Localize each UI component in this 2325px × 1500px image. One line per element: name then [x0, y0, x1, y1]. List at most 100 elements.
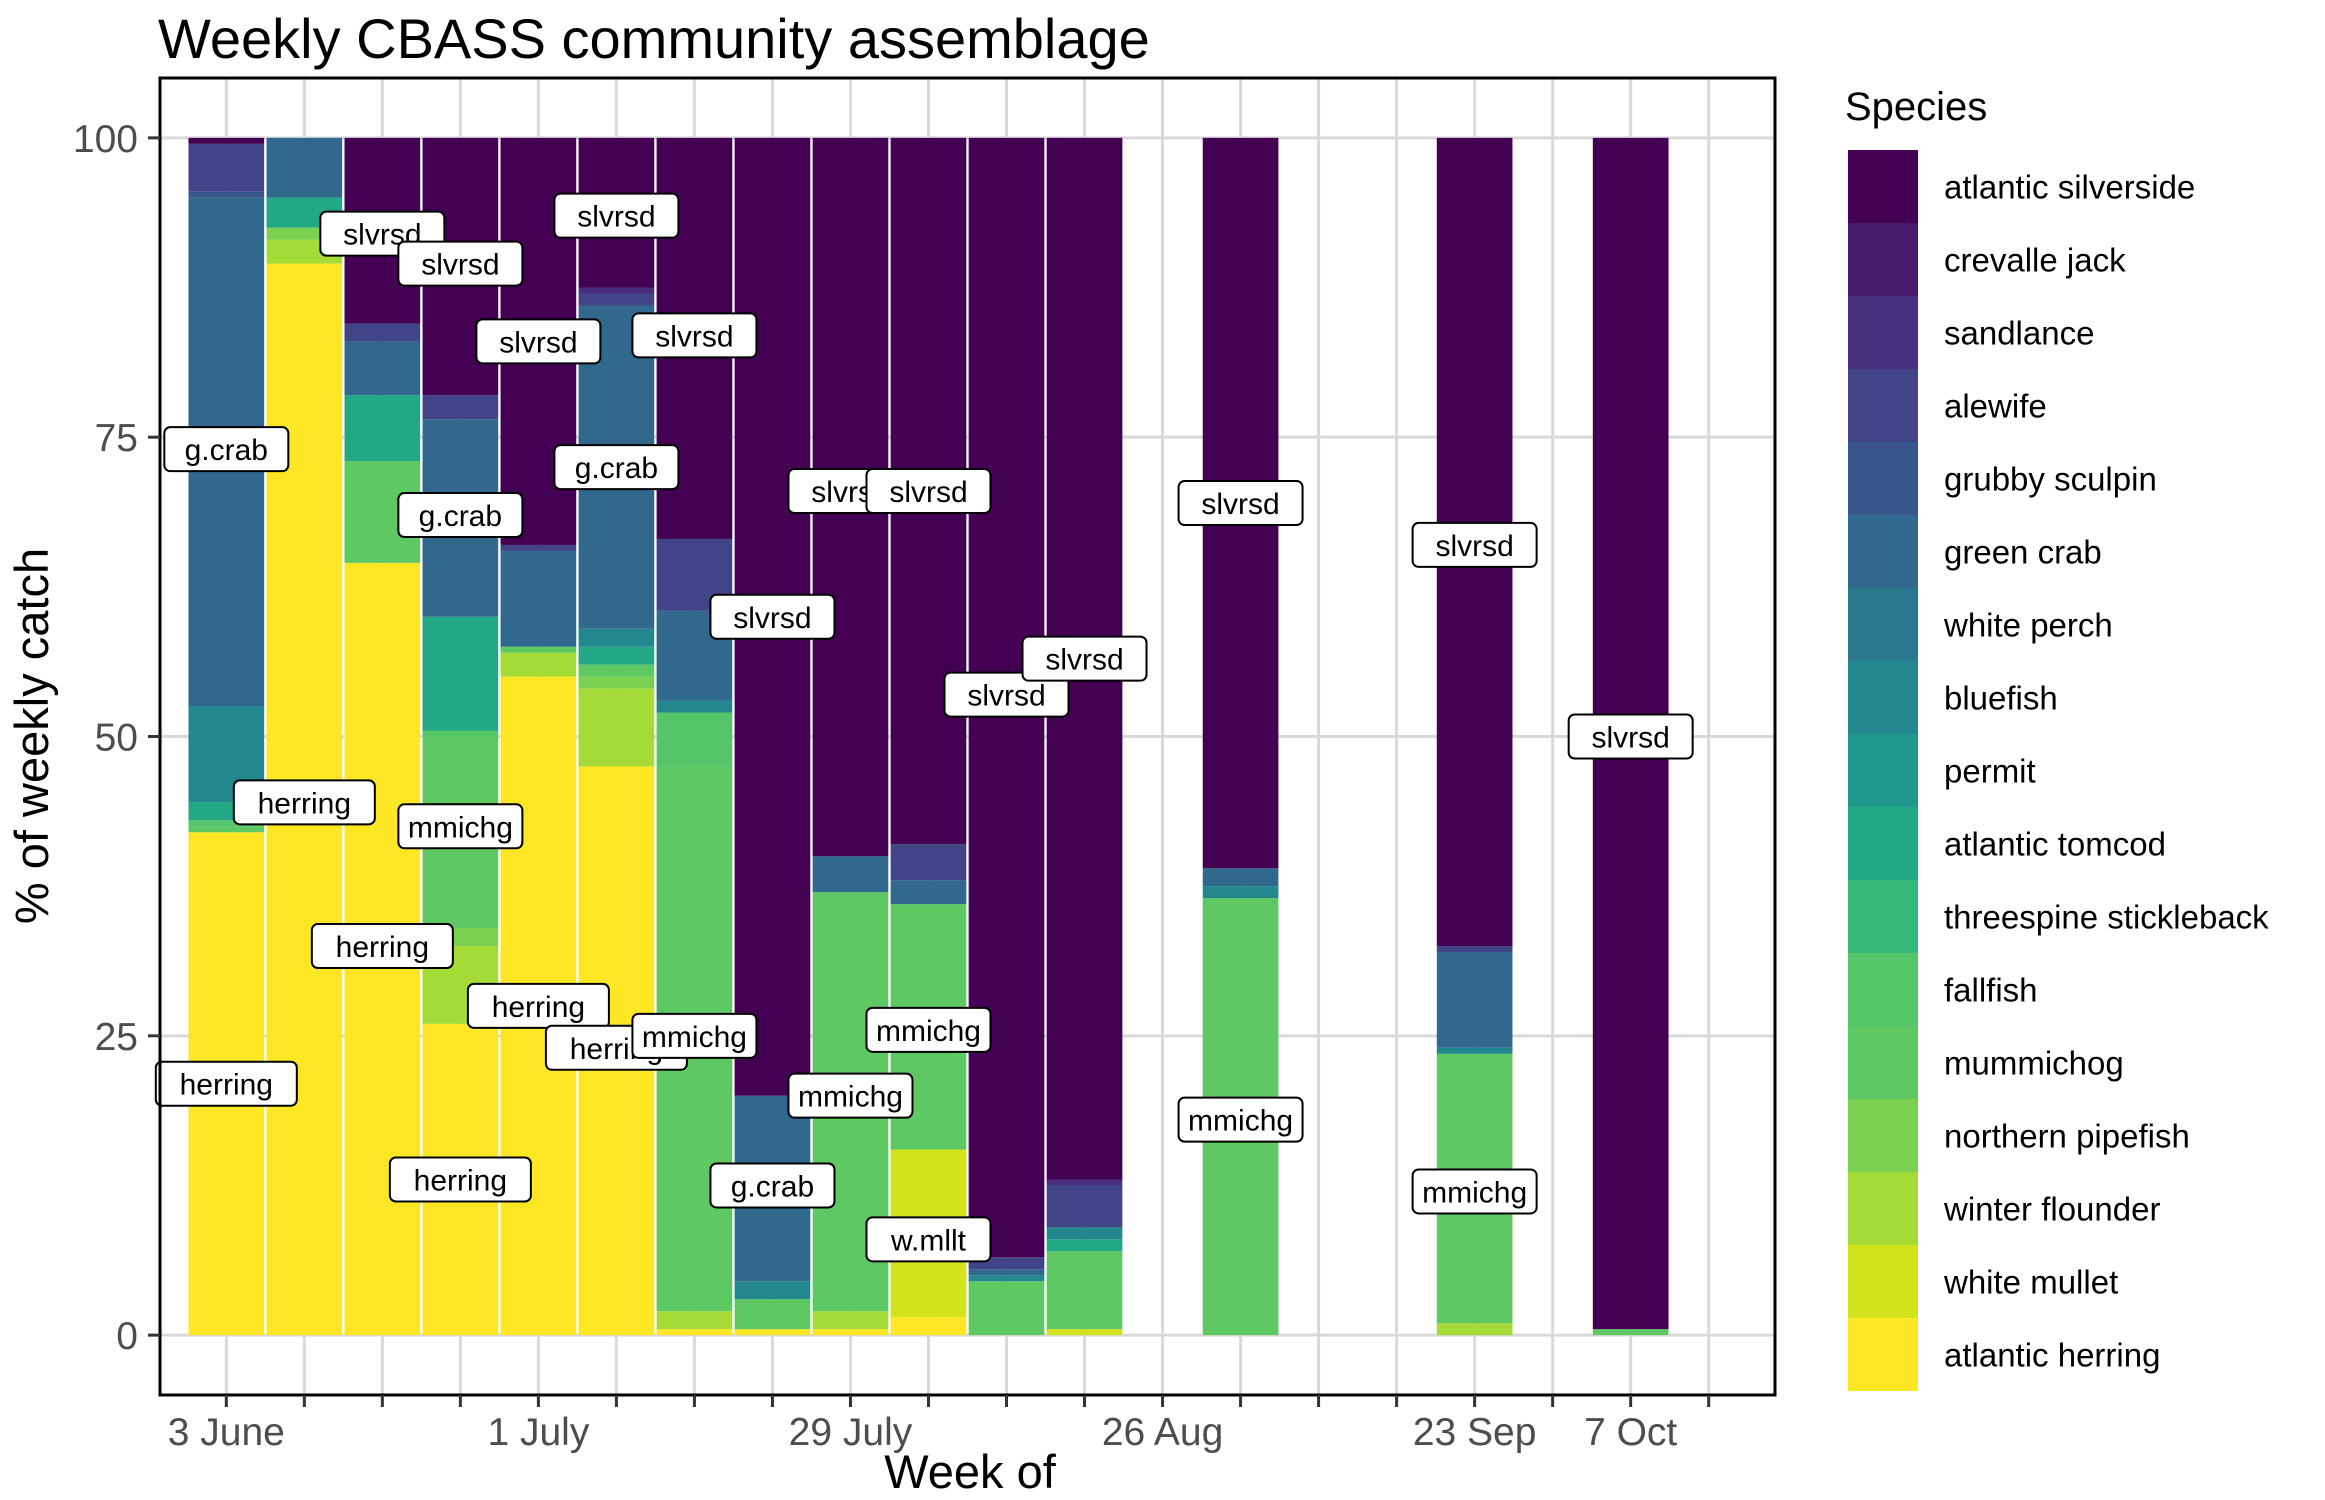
data-label: slvrsd: [631, 312, 758, 359]
legend-item: green crab: [1848, 515, 2102, 588]
x-tick-label: 7 Oct: [1584, 1411, 1677, 1454]
data-label-text: mmichg: [1188, 1105, 1293, 1138]
data-label-box: [475, 318, 602, 365]
data-label-text: mmichg: [1422, 1176, 1527, 1209]
x-tick-label: 26 Aug: [1102, 1411, 1223, 1454]
bar-stack-group: [188, 137, 1669, 1336]
legend: Species atlantic silverside crevalle jack…: [1845, 85, 2269, 1391]
bar-segment: [968, 1257, 1045, 1270]
y-tick-label: 25: [95, 1016, 138, 1059]
data-label-box: [1177, 480, 1304, 527]
data-label-text: slvrsd: [1591, 722, 1669, 755]
bar-segment: [812, 1311, 889, 1330]
bar-segment: [1046, 1239, 1123, 1252]
data-label-box: [466, 982, 610, 1029]
legend-swatch: [1848, 369, 1918, 442]
bar-segment: [266, 137, 343, 198]
legend-label: white mullet: [1943, 1264, 2118, 1301]
legend-item: winter flounder: [1848, 1172, 2160, 1245]
bar-stack-week-1: [188, 137, 265, 1336]
data-label-box: [553, 444, 680, 491]
bar-segment: [578, 628, 655, 647]
data-label: mmichg: [787, 1072, 914, 1119]
bar-segment: [188, 820, 265, 827]
legend-label: northern pipefish: [1944, 1118, 2190, 1155]
data-label: slvrsd: [709, 593, 836, 640]
data-label: slvrsd: [943, 671, 1070, 718]
legend-label: threespine stickleback: [1944, 899, 2269, 936]
legend-swatch: [1848, 1099, 1918, 1172]
data-label-text: mmichg: [798, 1081, 903, 1114]
bar-segment: [890, 880, 967, 905]
data-label: herring: [388, 1156, 532, 1203]
bar-segment: [422, 395, 499, 420]
data-label-text: herring: [336, 931, 429, 964]
bar-stack-week-12: [1046, 137, 1123, 1336]
bar-segment: [578, 293, 655, 306]
bar-segment: [968, 1275, 1045, 1282]
bar-stack-week-14: [1202, 137, 1279, 1336]
legend-items: atlantic silverside crevalle jack sandlanc…: [1848, 150, 2269, 1391]
data-label-box: [163, 426, 290, 473]
legend-swatch: [1848, 1172, 1918, 1245]
bar-segment: [500, 646, 577, 653]
data-label: herring: [154, 1060, 298, 1107]
legend-item: mummichog: [1848, 1026, 2124, 1099]
y-tick-label: 0: [116, 1315, 138, 1358]
legend-label: permit: [1944, 753, 2036, 790]
legend-label: atlantic silverside: [1944, 169, 2195, 206]
legend-title: Species: [1845, 85, 1987, 129]
legend-item: fallfish: [1848, 953, 2038, 1026]
legend-swatch: [1848, 588, 1918, 661]
data-label-box: [232, 779, 376, 826]
data-label-box: [154, 1060, 298, 1107]
legend-item: bluefish: [1848, 661, 2058, 734]
x-tick-label: 23 Sep: [1413, 1411, 1537, 1454]
bar-segment: [1592, 1329, 1669, 1336]
data-label: mmichg: [1177, 1096, 1304, 1143]
legend-swatch: [1848, 296, 1918, 369]
bar-stack-week-4: [422, 137, 499, 1336]
data-label-text: herring: [492, 991, 585, 1024]
legend-swatch: [1848, 734, 1918, 807]
x-tick-label: 29 July: [789, 1411, 913, 1454]
bar-segment: [188, 143, 265, 192]
bar-segment: [422, 616, 499, 731]
data-label-text: slvrsd: [967, 680, 1045, 713]
bar-segment: [1436, 1323, 1513, 1336]
legend-swatch: [1848, 880, 1918, 953]
bar-segment: [656, 712, 733, 767]
bar-segment: [344, 323, 421, 342]
legend-item: atlantic tomcod: [1848, 807, 2166, 880]
data-label-text: g.crab: [731, 1170, 814, 1203]
legend-label: fallfish: [1944, 972, 2038, 1009]
bar-stack-week-9: [812, 137, 889, 1336]
legend-label: atlantic herring: [1944, 1337, 2160, 1374]
data-label: g.crab: [709, 1162, 836, 1209]
data-label-box: [310, 923, 454, 970]
bar-segment: [578, 646, 655, 665]
data-label-text: herring: [258, 787, 351, 820]
bar-segment: [188, 826, 265, 833]
legend-item: white mullet: [1848, 1245, 2118, 1318]
bar-segment: [500, 652, 577, 677]
bar-stack-week-10: [890, 137, 967, 1336]
legend-swatch: [1848, 1318, 1918, 1391]
legend-label: atlantic tomcod: [1944, 826, 2166, 863]
legend-label: grubby sculpin: [1944, 461, 2157, 498]
bar-segment: [578, 664, 655, 677]
x-axis: 3 June 1 July 29 July 26 Aug 23 Sep 7 Oct: [168, 1395, 1711, 1454]
legend-swatch: [1848, 661, 1918, 734]
data-label-box: [943, 671, 1070, 718]
x-tick-label: 1 July: [487, 1411, 589, 1454]
data-label-box: [631, 1012, 758, 1059]
bar-segment: [1046, 1227, 1123, 1240]
legend-item: atlantic herring: [1848, 1318, 2160, 1391]
data-label-box: [1411, 1168, 1538, 1215]
data-label-text: slvrsd: [733, 602, 811, 635]
legend-label: crevalle jack: [1944, 242, 2126, 279]
legend-item: crevalle jack: [1848, 223, 2126, 296]
bar-segment: [1046, 1179, 1123, 1186]
bar-stack-week-11: [968, 137, 1045, 1336]
data-label: mmichg: [631, 1012, 758, 1059]
